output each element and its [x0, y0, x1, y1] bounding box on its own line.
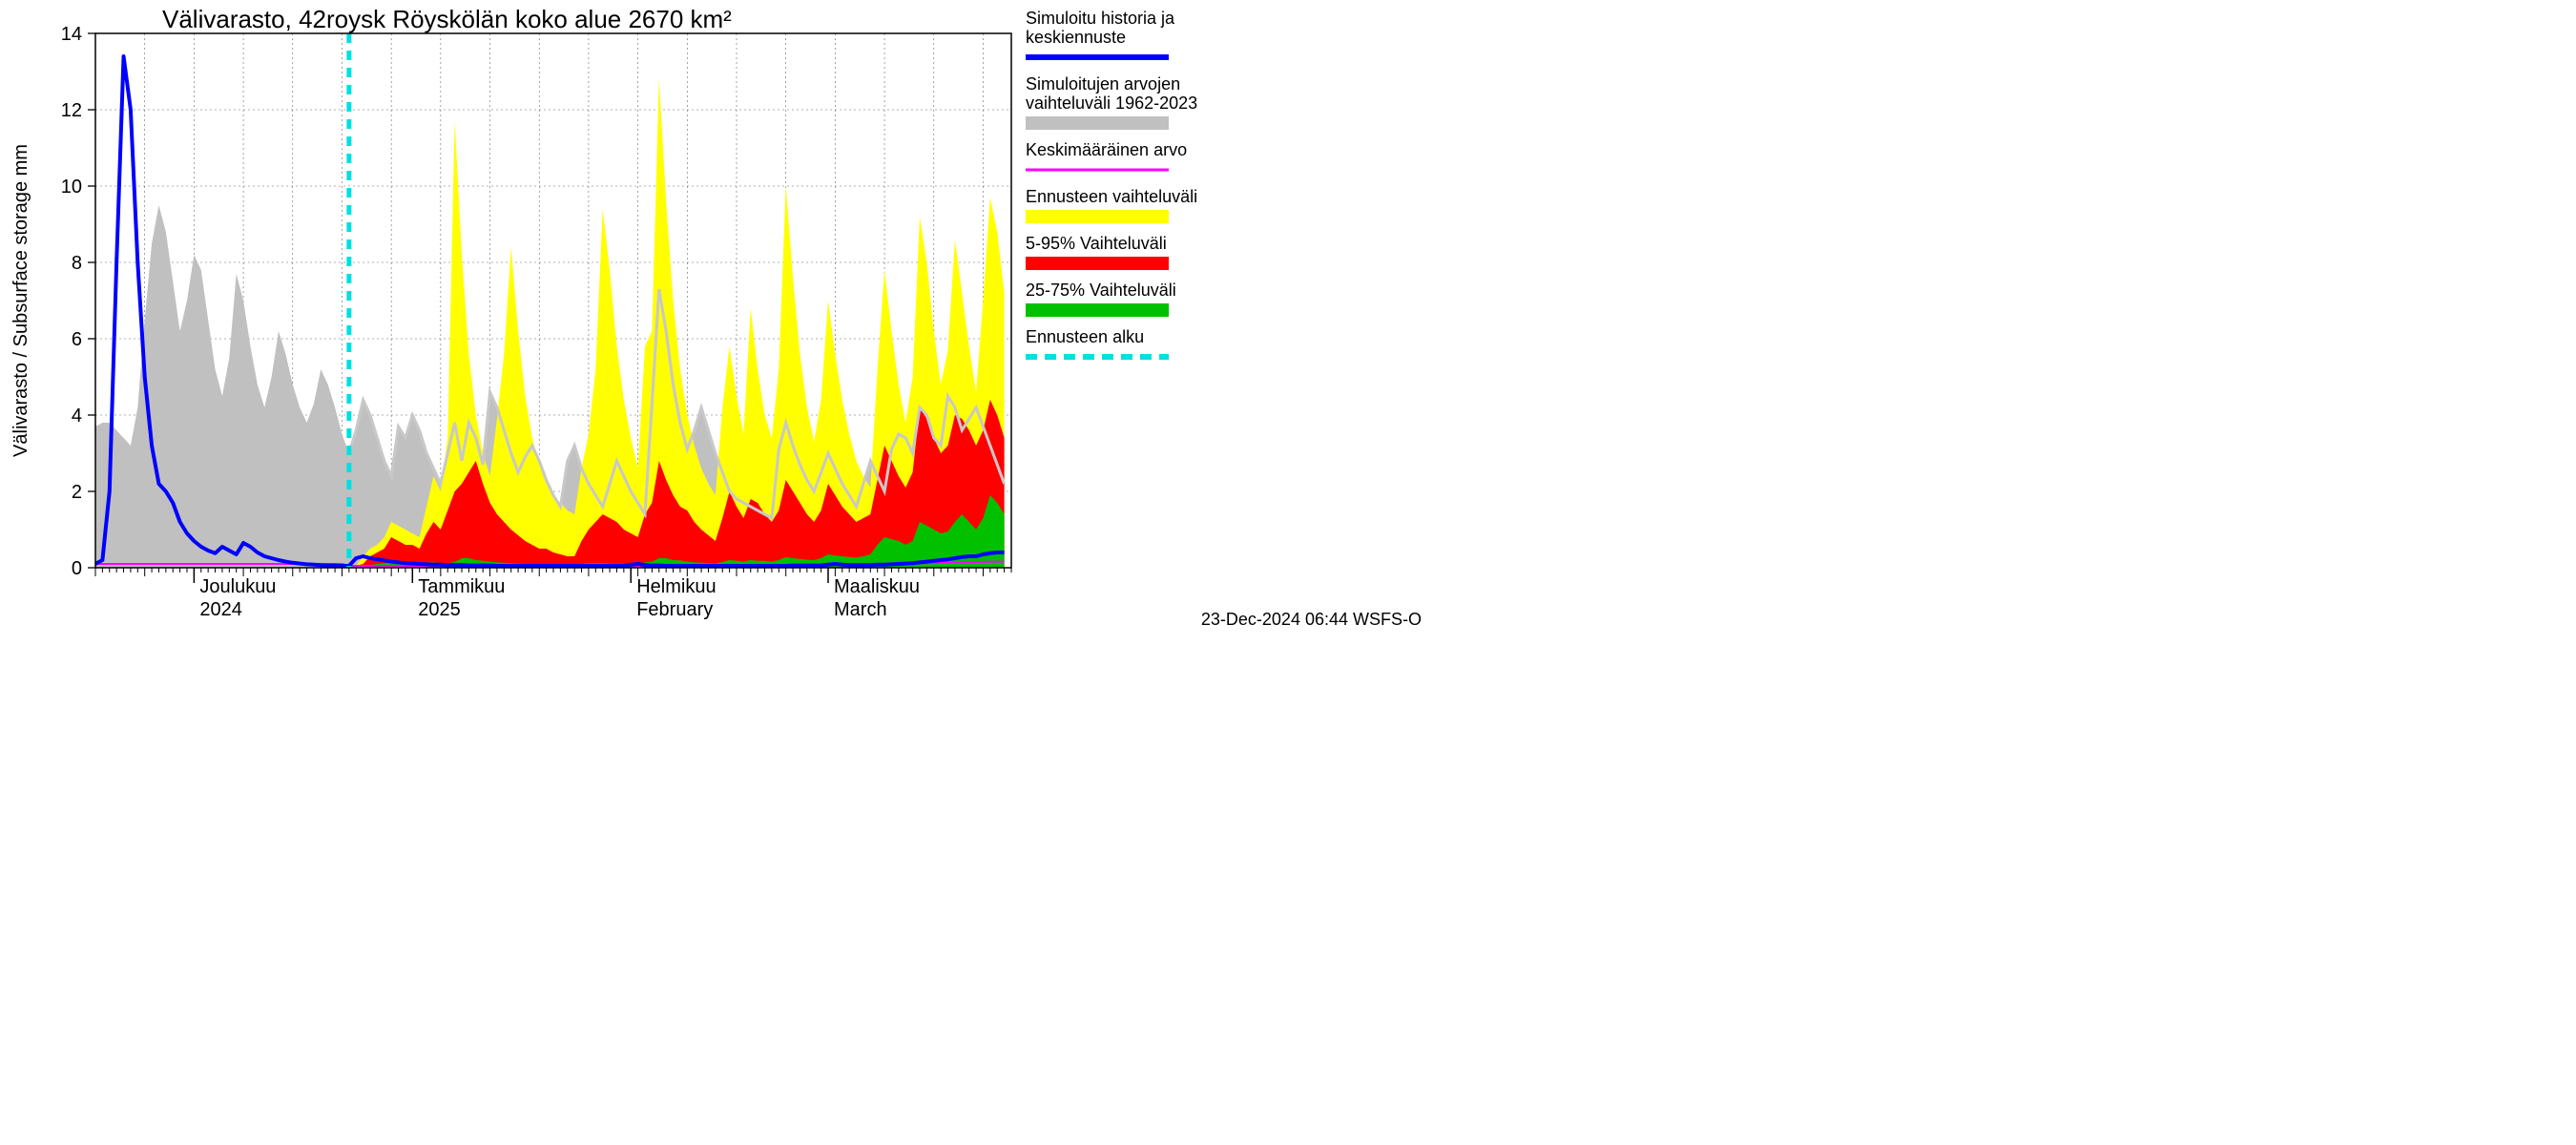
x-axis-label: Joulukuu	[199, 576, 276, 597]
legend-label: Simuloitu historia ja	[1026, 9, 1175, 28]
x-axis-sublabel: March	[834, 599, 887, 620]
x-axis-sublabel: 2025	[418, 599, 461, 620]
legend-label: Ennusteen vaihteluväli	[1026, 187, 1197, 206]
legend-label: Simuloitujen arvojen	[1026, 74, 1180, 94]
y-axis-tick-label: 8	[72, 253, 82, 274]
x-axis-sublabel: February	[636, 599, 713, 620]
y-axis-label: Välivarasto / Subsurface storage mm	[10, 144, 31, 457]
legend-label: 25-75% Vaihteluväli	[1026, 281, 1176, 300]
y-axis-tick-label: 14	[61, 24, 82, 45]
y-axis-tick-label: 6	[72, 329, 82, 350]
legend-label: Keskimääräinen arvo	[1026, 140, 1187, 159]
footer-timestamp: 23-Dec-2024 06:44 WSFS-O	[1201, 610, 1422, 629]
legend-label: 5-95% Vaihteluväli	[1026, 234, 1167, 253]
y-axis-tick-label: 4	[72, 406, 82, 427]
x-axis-label: Helmikuu	[636, 576, 716, 597]
legend-swatch	[1026, 116, 1169, 130]
y-axis-tick-label: 10	[61, 177, 82, 198]
y-axis-tick-label: 12	[61, 100, 82, 121]
legend-label: vaihteluväli 1962-2023	[1026, 94, 1197, 113]
x-axis-sublabel: 2024	[199, 599, 242, 620]
y-axis-tick-label: 2	[72, 482, 82, 503]
chart-svg: Joulukuu2024 Tammikuu2025 HelmikuuFebruary…	[0, 0, 1431, 636]
x-axis-label: Tammikuu	[418, 576, 505, 597]
legend-swatch	[1026, 257, 1169, 270]
legend-label: Ennusteen alku	[1026, 327, 1144, 346]
chart-container: Joulukuu2024 Tammikuu2025 HelmikuuFebruary…	[0, 0, 1431, 636]
legend-swatch	[1026, 210, 1169, 223]
y-axis-tick-label: 0	[72, 558, 82, 579]
chart-title: Välivarasto, 42roysk Röyskölän koko alue…	[162, 5, 732, 33]
legend-label: keskiennuste	[1026, 28, 1126, 47]
legend-swatch	[1026, 303, 1169, 317]
x-axis-label: Maaliskuu	[834, 576, 920, 597]
